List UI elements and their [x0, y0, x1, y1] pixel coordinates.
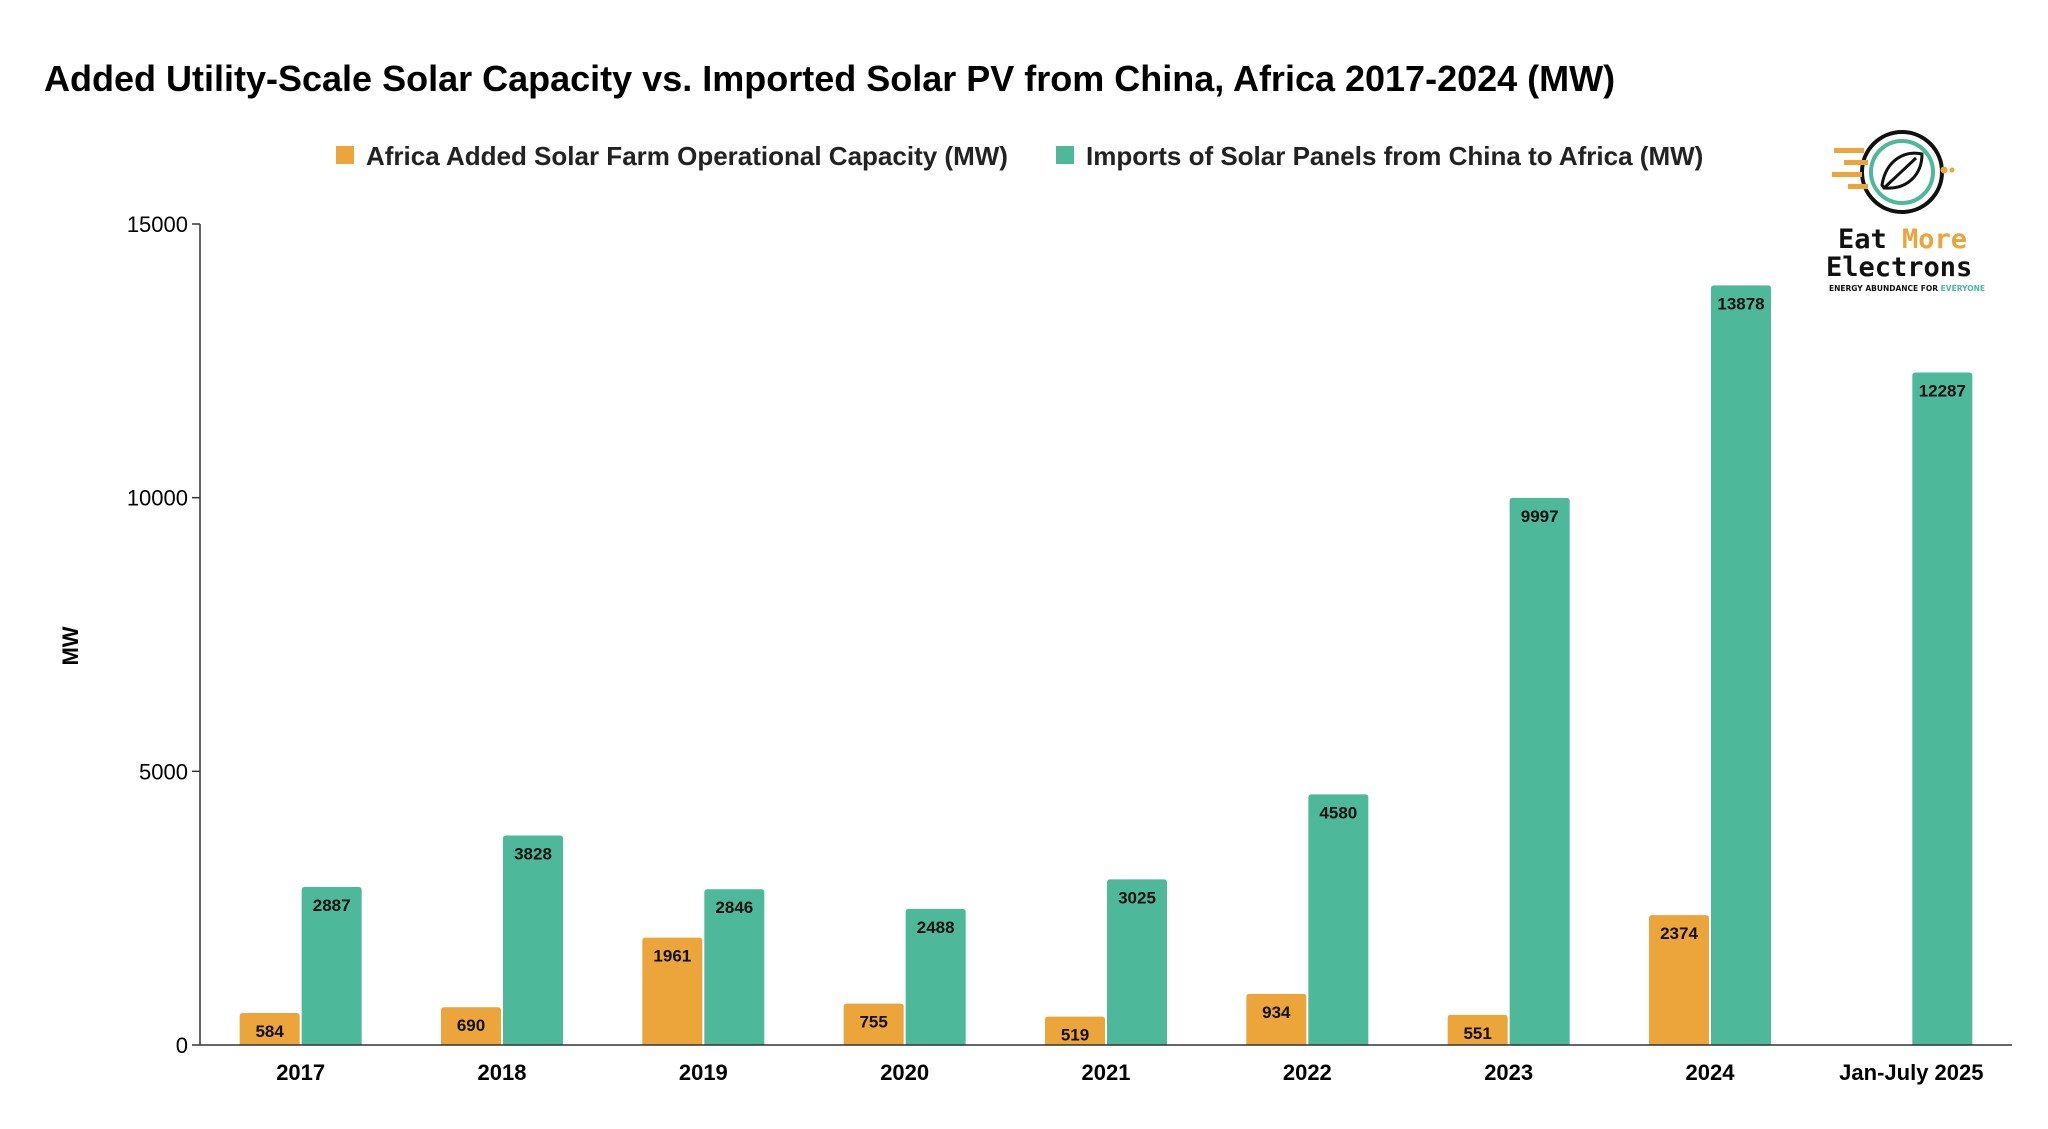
bar-capacity — [239, 1013, 300, 1045]
bars — [239, 285, 1973, 1046]
brand-logo: Eat More Electrons ENERGY ABUNDANCE FOR … — [1826, 130, 1985, 293]
logo-word-more: More — [1902, 224, 1967, 255]
legend-label-imports: Imports of Solar Panels from China to Af… — [1086, 141, 1703, 171]
data-label-imports: 2846 — [715, 898, 753, 917]
legend: Africa Added Solar Farm Operational Capa… — [336, 141, 1703, 171]
y-tick-label: 5000 — [139, 759, 188, 784]
x-tick-label: 2022 — [1283, 1060, 1332, 1085]
logo-tagline-accent: EVERYONE — [1941, 284, 1985, 293]
x-tick-label: 2023 — [1484, 1060, 1533, 1085]
bar-capacity — [642, 937, 703, 1045]
bar-imports — [1711, 285, 1771, 1046]
bar-capacity — [441, 1007, 501, 1045]
bar-capacity — [1246, 993, 1307, 1045]
data-label-imports: 3025 — [1118, 888, 1156, 907]
logo-tagline-main: ENERGY ABUNDANCE FOR — [1829, 284, 1941, 293]
data-label-imports: 13878 — [1717, 294, 1764, 313]
y-tick-label: 15000 — [127, 212, 188, 237]
bar-value-labels: 584 2887 690 3828 1961 2846 755 2488 519 3025 934 4… — [255, 294, 1965, 1044]
legend-swatch-capacity — [336, 146, 354, 164]
legend-swatch-imports — [1056, 146, 1074, 164]
data-label-imports: 3828 — [514, 844, 552, 863]
data-label-capacity: 2374 — [1660, 924, 1698, 943]
data-label-capacity: 584 — [255, 1022, 284, 1041]
data-label-capacity: 934 — [1262, 1003, 1291, 1022]
bar-imports — [503, 835, 563, 1045]
x-tick-label: 2021 — [1082, 1060, 1131, 1085]
data-label-imports: 4580 — [1319, 803, 1357, 822]
y-tick-label: 10000 — [127, 486, 188, 511]
bar-capacity — [1649, 915, 1709, 1045]
data-label-imports: 2887 — [313, 896, 351, 915]
logo-word-electrons: Electrons — [1826, 252, 1972, 283]
bar-imports — [1107, 879, 1167, 1045]
bar-capacity — [843, 1003, 904, 1045]
x-tick-label: 2020 — [880, 1060, 929, 1085]
data-label-capacity: 551 — [1463, 1024, 1491, 1043]
y-axis-label: MW — [58, 626, 83, 665]
bar-imports — [301, 886, 362, 1045]
legend-label-capacity: Africa Added Solar Farm Operational Capa… — [366, 141, 1008, 171]
bar-capacity — [1447, 1014, 1508, 1045]
x-tick-label: 2018 — [478, 1060, 527, 1085]
bar-imports — [1308, 794, 1369, 1045]
bar-imports — [1912, 372, 1973, 1045]
data-label-imports: 9997 — [1521, 507, 1559, 526]
x-tick-label: 2024 — [1686, 1060, 1736, 1085]
lightning-leaf-icon — [1832, 130, 1955, 214]
x-tick-label: Jan-July 2025 — [1839, 1060, 1983, 1085]
logo-word-eat: Eat — [1838, 224, 1887, 255]
data-label-imports: 12287 — [1919, 381, 1966, 400]
bar-imports — [905, 908, 966, 1045]
x-axis-ticks: 2017 2018 2019 2020 2021 2022 2023 2024 Jan-July… — [276, 1060, 1983, 1085]
bar-imports — [704, 889, 765, 1045]
data-label-capacity: 519 — [1061, 1026, 1089, 1045]
x-tick-label: 2017 — [276, 1060, 325, 1085]
y-axis-ticks: 0 5000 10000 15000 — [127, 212, 200, 1058]
data-label-capacity: 1961 — [653, 947, 691, 966]
data-label-capacity: 755 — [859, 1013, 887, 1032]
data-label-capacity: 690 — [457, 1016, 485, 1035]
logo-tagline: ENERGY ABUNDANCE FOR EVERYONE — [1829, 284, 1985, 293]
bar-capacity — [1045, 1016, 1105, 1045]
bar-imports — [1509, 497, 1570, 1045]
data-label-imports: 2488 — [917, 918, 955, 937]
chart-title: Added Utility-Scale Solar Capacity vs. I… — [44, 58, 1615, 99]
x-tick-label: 2019 — [679, 1060, 728, 1085]
y-tick-label: 0 — [176, 1033, 188, 1058]
